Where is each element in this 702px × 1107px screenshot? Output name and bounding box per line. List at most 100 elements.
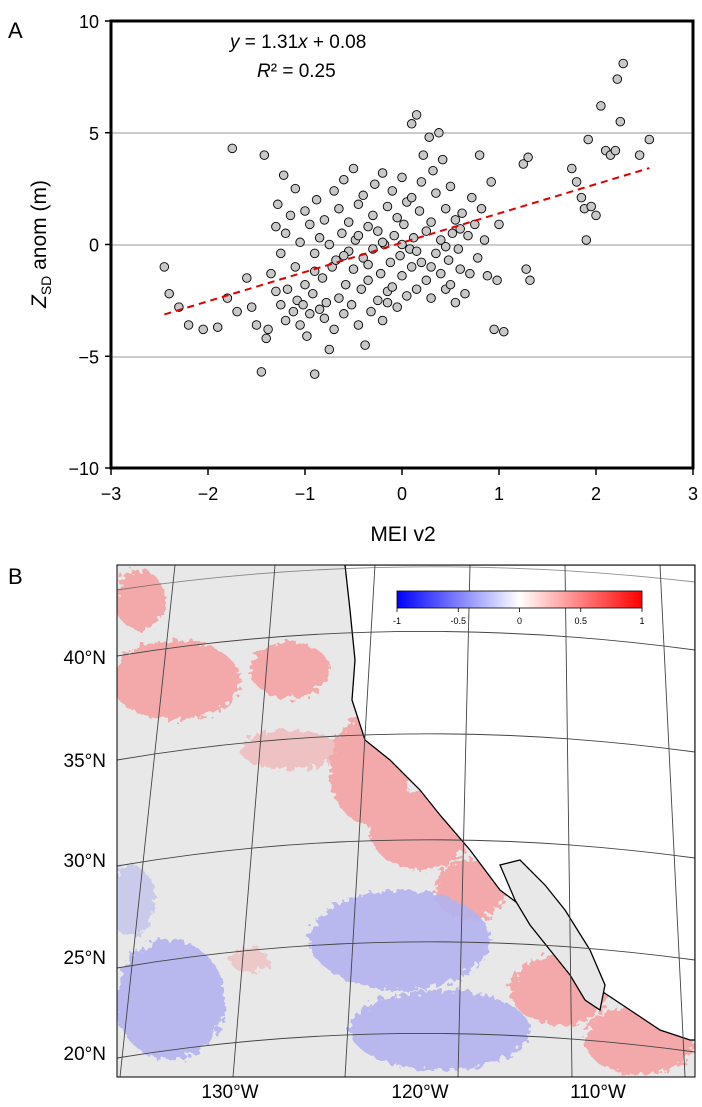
colorbar-tick-label: -0.5 <box>450 616 466 626</box>
data-point <box>266 268 276 279</box>
data-point <box>486 177 496 187</box>
data-point <box>382 201 393 212</box>
data-point <box>353 320 364 330</box>
data-point <box>489 324 499 335</box>
data-point <box>309 369 320 379</box>
data-point <box>334 203 344 214</box>
data-point <box>450 297 461 308</box>
x-tick-label: 3 <box>688 484 698 504</box>
data-point <box>339 174 349 185</box>
data-point <box>615 116 626 127</box>
data-point <box>387 186 398 196</box>
map-frame <box>116 564 696 1078</box>
colorbar-ticks: -1 -0.5 0 0.5 1 <box>393 608 645 626</box>
regression-line <box>164 167 650 316</box>
lat-label-30: 30°N <box>64 851 106 872</box>
data-point <box>295 237 305 248</box>
data-point <box>232 306 242 317</box>
data-point <box>453 244 464 254</box>
data-point <box>455 264 465 274</box>
scatter-points <box>159 58 655 379</box>
lat-label-20: 20°N <box>64 1044 106 1065</box>
negative-anomaly-regions <box>117 865 530 1070</box>
data-point <box>358 190 368 201</box>
data-point <box>445 279 456 290</box>
data-point <box>436 235 446 245</box>
data-point <box>366 306 376 317</box>
data-point <box>363 275 373 286</box>
y-axis: −10 −5 0 5 10 <box>68 12 111 479</box>
meridian-120 <box>457 565 471 1077</box>
data-point <box>309 248 320 259</box>
data-point <box>382 297 393 308</box>
data-point <box>411 246 422 256</box>
pos-region-top <box>117 570 165 630</box>
x-tick-label: −3 <box>101 484 122 504</box>
data-point <box>295 320 305 330</box>
data-point <box>474 150 485 160</box>
data-point <box>348 264 359 274</box>
parallel-35 <box>117 733 695 761</box>
y-tick-label: −5 <box>78 347 99 367</box>
data-point <box>440 203 451 214</box>
colorbar-tick-label: -1 <box>393 616 401 626</box>
lat-label-40: 40°N <box>64 648 106 669</box>
data-point <box>440 241 451 252</box>
data-point <box>596 101 606 111</box>
meridian-135 <box>119 565 176 1077</box>
meridian-110 <box>659 565 686 1077</box>
data-point <box>377 168 388 178</box>
data-point <box>246 302 257 312</box>
data-point <box>363 221 373 232</box>
panel-b-label: B <box>8 564 23 589</box>
data-point <box>399 219 409 230</box>
data-point <box>467 192 477 203</box>
data-point <box>321 297 332 308</box>
data-point <box>164 288 174 299</box>
data-point <box>259 150 270 160</box>
lat-label-35: 35°N <box>64 751 106 772</box>
meridian-125 <box>344 565 376 1077</box>
data-point <box>460 288 470 299</box>
data-point <box>276 248 286 259</box>
data-point <box>288 306 299 317</box>
neg-region-central <box>310 890 490 990</box>
data-point <box>521 264 531 274</box>
data-point <box>183 320 194 330</box>
data-point <box>397 172 407 183</box>
data-point <box>300 279 310 290</box>
data-point <box>457 208 467 218</box>
pos-region-mid <box>240 730 340 770</box>
parallel-30 <box>117 839 695 867</box>
data-point <box>377 315 388 326</box>
data-point <box>426 262 436 272</box>
data-point <box>443 255 454 265</box>
data-point <box>263 324 273 335</box>
land-mass <box>344 565 695 1041</box>
parallel-40 <box>117 630 695 657</box>
data-point <box>373 226 383 236</box>
data-point <box>581 235 592 245</box>
data-point <box>324 344 335 355</box>
x-axis-label: MEI v2 <box>370 523 435 546</box>
data-point <box>406 262 417 272</box>
data-point <box>278 170 289 180</box>
data-point <box>159 262 170 272</box>
data-point <box>375 268 386 279</box>
x-axis: −3 −2 −1 0 1 2 3 <box>101 468 698 504</box>
data-point <box>346 300 357 310</box>
data-point <box>397 271 407 281</box>
data-point <box>280 228 291 239</box>
x-tick-label: 0 <box>397 484 407 504</box>
data-point <box>418 150 429 160</box>
data-point <box>242 273 252 283</box>
data-point <box>261 333 271 344</box>
positive-anomaly-regions <box>117 570 695 1075</box>
data-point <box>618 58 628 69</box>
data-point <box>426 293 436 303</box>
data-point <box>431 188 441 198</box>
data-point <box>445 181 456 192</box>
neg-region-sw <box>117 940 225 1060</box>
lon-label-110: 110°W <box>570 1082 626 1103</box>
data-point <box>385 257 396 268</box>
